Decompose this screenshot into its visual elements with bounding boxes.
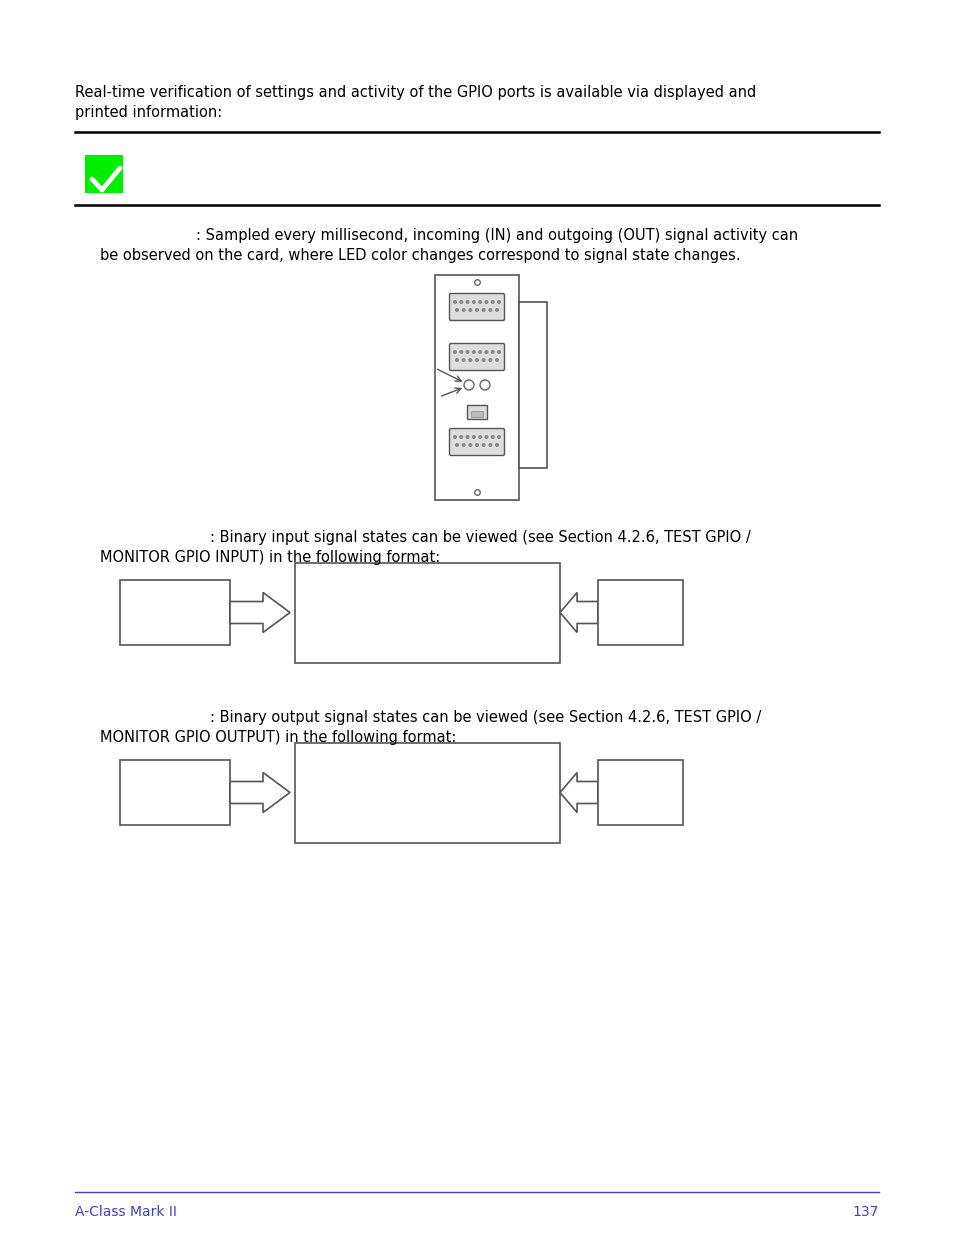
Bar [598,760,682,825]
Circle shape [459,436,462,438]
Circle shape [485,436,487,438]
Circle shape [454,300,456,304]
Circle shape [466,300,468,304]
Text: printed information:: printed information: [75,105,222,120]
Bar [467,405,486,419]
Circle shape [478,300,481,304]
Text: Real-time verification of settings and activity of the GPIO ports is available v: Real-time verification of settings and a… [75,85,756,100]
Bar [435,275,518,500]
Circle shape [472,351,475,353]
Circle shape [472,436,475,438]
Circle shape [489,443,491,446]
Circle shape [482,358,484,362]
Text: : Binary input signal states can be viewed (see Section 4.2.6, TEST GPIO /: : Binary input signal states can be view… [210,530,750,545]
Bar [294,742,559,842]
Polygon shape [559,593,598,632]
Circle shape [496,443,497,446]
Circle shape [491,351,494,353]
Circle shape [491,436,494,438]
Circle shape [462,358,464,362]
Circle shape [456,443,457,446]
Text: : Sampled every millisecond, incoming (IN) and outgoing (OUT) signal activity ca: : Sampled every millisecond, incoming (I… [195,228,798,243]
Circle shape [482,309,484,311]
Circle shape [466,436,468,438]
Circle shape [485,300,487,304]
Circle shape [469,443,471,446]
Circle shape [456,309,457,311]
Bar [518,303,546,468]
Circle shape [456,358,457,362]
Bar [85,156,123,193]
Circle shape [476,358,477,362]
Circle shape [459,300,462,304]
FancyBboxPatch shape [449,294,504,321]
Text: MONITOR GPIO OUTPUT) in the following format:: MONITOR GPIO OUTPUT) in the following fo… [100,730,456,745]
Circle shape [469,309,471,311]
Bar [120,760,230,825]
Bar [598,580,682,645]
Polygon shape [559,773,598,813]
Circle shape [476,443,477,446]
Circle shape [491,300,494,304]
Bar [120,580,230,645]
Text: A-Class Mark II: A-Class Mark II [75,1205,176,1219]
Circle shape [454,436,456,438]
Circle shape [497,436,499,438]
Circle shape [469,358,471,362]
Polygon shape [230,593,290,632]
Circle shape [497,300,499,304]
FancyBboxPatch shape [449,343,504,370]
Text: : Binary output signal states can be viewed (see Section 4.2.6, TEST GPIO /: : Binary output signal states can be vie… [210,710,760,725]
Circle shape [478,436,481,438]
Text: be observed on the card, where LED color changes correspond to signal state chan: be observed on the card, where LED color… [100,248,740,263]
FancyBboxPatch shape [449,429,504,456]
Circle shape [459,351,462,353]
Circle shape [489,309,491,311]
Circle shape [462,309,464,311]
Circle shape [482,443,484,446]
Circle shape [466,351,468,353]
Text: MONITOR GPIO INPUT) in the following format:: MONITOR GPIO INPUT) in the following for… [100,550,439,564]
Text: 137: 137 [852,1205,878,1219]
Circle shape [485,351,487,353]
Circle shape [496,309,497,311]
Circle shape [476,309,477,311]
Circle shape [462,443,464,446]
Polygon shape [230,773,290,813]
Bar [294,562,559,662]
Bar [471,411,482,417]
Circle shape [489,358,491,362]
Circle shape [478,351,481,353]
Circle shape [496,358,497,362]
Circle shape [472,300,475,304]
Circle shape [497,351,499,353]
Circle shape [454,351,456,353]
